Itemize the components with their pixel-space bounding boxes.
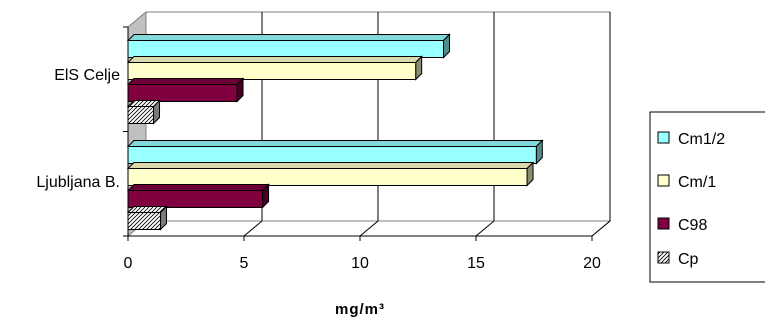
bar-top xyxy=(126,162,535,169)
bar-front xyxy=(127,106,155,124)
bar xyxy=(126,139,544,165)
bar-top xyxy=(126,140,544,147)
legend-label-cp: Cp xyxy=(678,251,699,268)
bar-front xyxy=(127,190,264,208)
bar xyxy=(126,99,161,125)
gridline-floor xyxy=(243,220,263,237)
axes xyxy=(123,26,593,241)
bar-top xyxy=(126,184,270,191)
legend-swatch-c98 xyxy=(657,217,670,230)
legend-label-cm1-2: Cm1/2 xyxy=(678,131,725,148)
bar-top xyxy=(126,34,451,41)
x-tick-label: 20 xyxy=(583,255,601,272)
bar xyxy=(126,161,535,187)
bar xyxy=(126,33,451,59)
x-tick-label: 15 xyxy=(467,255,485,272)
gridline-floor xyxy=(359,220,379,237)
bar-front xyxy=(127,168,528,186)
legend-swatch-cp xyxy=(657,251,670,264)
x-tick-label: 5 xyxy=(240,255,249,272)
bar-front xyxy=(127,40,445,58)
bar-front xyxy=(127,146,537,164)
gridline-floor xyxy=(591,220,611,237)
x-axis-label: mg/m³ xyxy=(335,301,385,318)
y-category-label: Ljubljana B. xyxy=(36,174,120,191)
bar-front xyxy=(127,84,238,102)
legend-label-cm-1: Cm/1 xyxy=(678,174,716,191)
bar-front xyxy=(127,212,161,230)
bar-front xyxy=(127,62,417,80)
bar-top xyxy=(126,56,423,63)
bar-top xyxy=(126,78,245,85)
x-tick-label: 10 xyxy=(351,255,369,272)
legend-label-c98: C98 xyxy=(678,217,707,234)
legend-swatch-cm-1 xyxy=(657,174,670,187)
bar xyxy=(126,77,245,103)
y-category-label: ElS Celje xyxy=(54,67,120,84)
bars xyxy=(126,33,544,231)
bar xyxy=(126,183,270,209)
x-tick-label: 0 xyxy=(124,255,133,272)
bar xyxy=(126,205,168,231)
legend-swatch-cm1-2 xyxy=(657,131,670,144)
gridline-floor xyxy=(475,220,495,237)
bar xyxy=(126,55,423,81)
legend: Cm1/2 Cm/1 C98 Cp xyxy=(649,111,765,283)
